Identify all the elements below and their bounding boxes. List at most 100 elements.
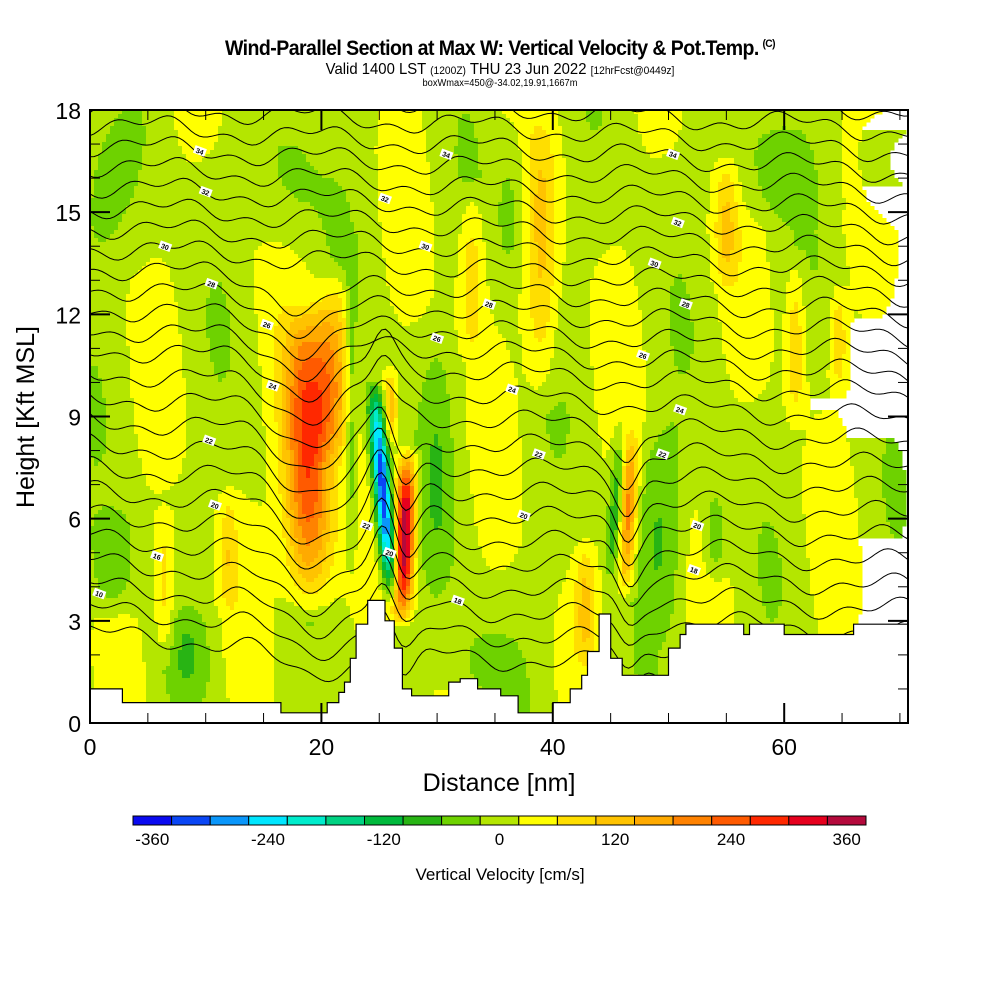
w-cell (422, 526, 435, 531)
w-cell (638, 562, 655, 567)
w-cell (554, 350, 591, 355)
w-cell (454, 514, 475, 519)
w-cell (802, 494, 855, 499)
w-cell (398, 414, 419, 419)
w-cell (274, 398, 283, 403)
w-cell (546, 242, 555, 247)
w-cell (330, 506, 339, 511)
w-cell (518, 394, 595, 399)
w-cell (334, 450, 339, 455)
w-cell (398, 578, 403, 583)
w-cell (454, 530, 479, 535)
w-cell (710, 526, 723, 531)
w-cell (602, 454, 607, 459)
w-cell (366, 482, 371, 487)
w-cell (846, 238, 899, 243)
w-cell (414, 610, 555, 615)
w-cell (546, 422, 571, 427)
w-cell (410, 550, 415, 555)
w-cell (526, 670, 555, 675)
w-cell (622, 526, 627, 531)
w-cell (662, 558, 679, 563)
w-cell (634, 546, 639, 551)
w-cell (606, 550, 611, 555)
w-cell (330, 382, 339, 387)
w-cell (406, 610, 411, 615)
w-cell (234, 514, 283, 519)
w-cell (326, 582, 379, 587)
w-cell (414, 598, 419, 603)
w-cell (350, 342, 355, 347)
w-cell (610, 526, 619, 531)
w-cell (606, 638, 635, 643)
w-cell (570, 418, 599, 423)
w-cell (274, 606, 303, 611)
w-cell (206, 314, 231, 319)
w-cell (338, 338, 343, 343)
w-cell (338, 342, 343, 347)
w-cell (546, 198, 555, 203)
w-cell (702, 554, 711, 559)
w-cell (134, 418, 187, 423)
w-cell (478, 154, 523, 159)
w-cell (166, 598, 175, 603)
w-cell (634, 562, 639, 567)
w-cell (758, 554, 779, 559)
w-cell (286, 502, 291, 507)
w-cell (154, 618, 171, 623)
w-cell (474, 506, 523, 511)
w-cell (294, 514, 299, 519)
w-cell (654, 446, 679, 451)
w-cell (506, 338, 523, 343)
w-cell (458, 270, 467, 275)
w-cell (282, 358, 291, 363)
w-cell (634, 662, 659, 667)
w-cell (330, 502, 339, 507)
w-cell (238, 578, 295, 583)
w-cell (434, 442, 439, 447)
w-cell (338, 430, 343, 435)
w-cell (458, 338, 471, 343)
w-cell (846, 338, 851, 343)
w-cell (642, 330, 671, 335)
w-cell (514, 190, 523, 195)
w-cell (418, 570, 427, 575)
w-cell (350, 290, 359, 295)
w-cell (610, 518, 619, 523)
w-cell (394, 390, 399, 395)
w-cell (734, 602, 763, 607)
w-cell (642, 518, 659, 523)
w-cell (142, 638, 159, 643)
w-cell (434, 278, 455, 283)
w-cell (790, 374, 803, 379)
w-cell (650, 458, 679, 463)
w-cell (434, 218, 463, 223)
w-cell (414, 558, 419, 563)
w-cell (382, 514, 387, 519)
w-cell (390, 290, 435, 295)
w-cell (614, 530, 619, 535)
w-cell (314, 502, 323, 507)
w-cell (282, 406, 287, 411)
w-cell (450, 414, 467, 419)
w-cell (406, 530, 411, 535)
w-cell (174, 282, 211, 287)
w-cell (766, 198, 819, 203)
w-cell (350, 310, 359, 315)
w-cell (490, 298, 519, 303)
w-cell (338, 426, 343, 431)
w-cell (234, 486, 267, 491)
w-cell (478, 310, 491, 315)
w-cell (642, 326, 671, 331)
w-cell (454, 554, 483, 559)
w-cell (622, 446, 627, 451)
w-cell (290, 442, 299, 447)
w-cell (478, 542, 523, 547)
w-cell (474, 126, 515, 131)
w-cell (806, 526, 859, 531)
w-cell (154, 566, 163, 571)
w-cell (94, 226, 119, 231)
w-cell (314, 538, 323, 543)
w-cell (326, 474, 335, 479)
w-cell (886, 510, 907, 515)
